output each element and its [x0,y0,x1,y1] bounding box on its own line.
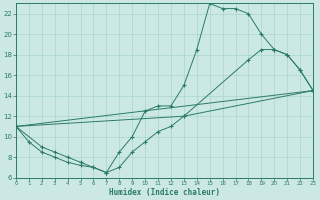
X-axis label: Humidex (Indice chaleur): Humidex (Indice chaleur) [109,188,220,197]
